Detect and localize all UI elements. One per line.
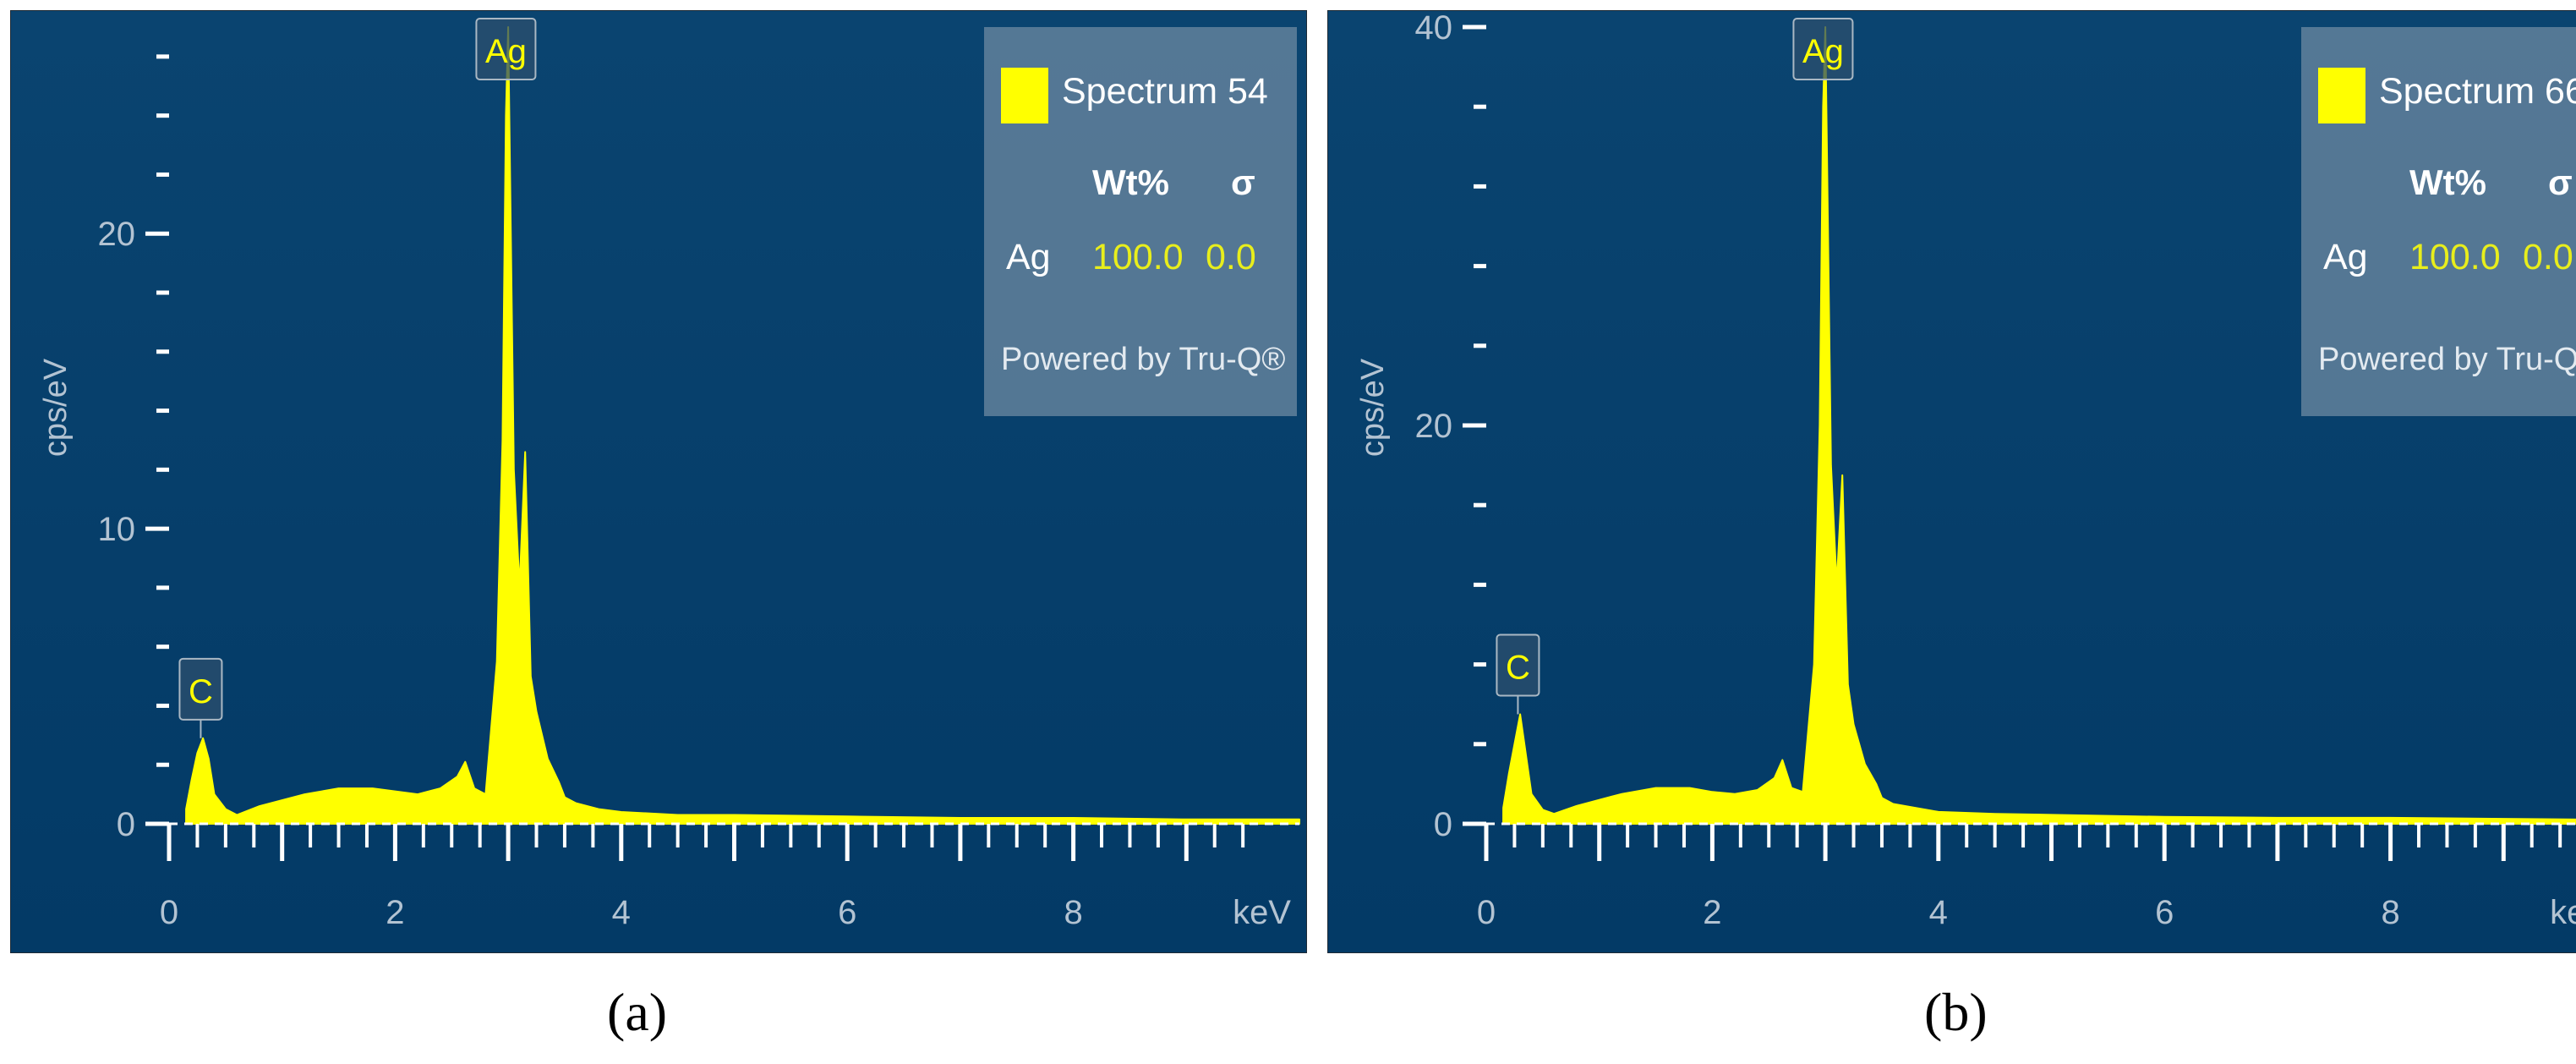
x-tick-label: 6 bbox=[2155, 894, 2174, 931]
x-tick-label: 4 bbox=[1929, 894, 1948, 931]
legend-header-sigma: σ bbox=[2548, 162, 2573, 202]
x-tick-label: 6 bbox=[838, 894, 856, 931]
peak-label: C bbox=[1506, 649, 1530, 686]
legend-footer: Powered by Tru-Q® bbox=[2318, 342, 2576, 377]
y-tick-label: 0 bbox=[117, 806, 135, 843]
y-tick-label: 40 bbox=[1415, 10, 1453, 47]
x-tick-label: 8 bbox=[2381, 894, 2399, 931]
caption-a: (a) bbox=[607, 982, 668, 1042]
caption-b: (b) bbox=[1924, 982, 1988, 1042]
legend-spectrum-name: Spectrum 54 bbox=[1062, 71, 1268, 112]
x-axis-label: keV bbox=[2550, 894, 2576, 931]
legend-swatch bbox=[1001, 68, 1048, 123]
y-axis-label: cps/eV bbox=[38, 358, 74, 457]
legend-header-wt: Wt% bbox=[2409, 162, 2486, 202]
peak-label-box bbox=[475, 18, 537, 80]
x-tick-label: 8 bbox=[1064, 894, 1082, 931]
legend-element: Ag bbox=[1006, 237, 1051, 277]
y-tick-label: 10 bbox=[98, 511, 136, 548]
legend-box: Spectrum 54 Wt% σ Ag 100.0 0.0 Powered b… bbox=[984, 27, 1297, 416]
legend-footer: Powered by Tru-Q® bbox=[1001, 342, 1286, 377]
legend-header-sigma: σ bbox=[1231, 162, 1255, 202]
legend-wt-value: 100.0 bbox=[2409, 237, 2501, 277]
spectrum-panel-b: 0 2 4 6 8 keV 0 20 40 cps/eV C Ag Spectrum 66 Wt% σ… bbox=[1327, 10, 2576, 953]
legend-box: Spectrum 66 Wt% σ Ag 100.0 0.0 Powered b… bbox=[2301, 27, 2576, 416]
y-tick-label: 0 bbox=[1434, 806, 1452, 843]
spectrum-area bbox=[1502, 26, 2576, 825]
legend-sigma-value: 0.0 bbox=[2523, 237, 2573, 277]
spectrum-area bbox=[185, 26, 1300, 825]
peak-label: Ag bbox=[1802, 33, 1844, 70]
x-tick-label: 2 bbox=[1703, 894, 1721, 931]
x-tick-label: 0 bbox=[160, 894, 178, 931]
y-tick-label: 20 bbox=[98, 216, 136, 253]
y-axis-label: cps/eV bbox=[1355, 358, 1391, 457]
peak-label: C bbox=[189, 673, 213, 710]
x-tick-label: 2 bbox=[386, 894, 404, 931]
legend-spectrum-name: Spectrum 66 bbox=[2379, 71, 2576, 112]
legend-wt-value: 100.0 bbox=[1092, 237, 1184, 277]
y-tick-label: 20 bbox=[1415, 408, 1453, 445]
peak-label-box bbox=[1792, 18, 1854, 80]
legend-swatch bbox=[2318, 68, 2365, 123]
legend-header-wt: Wt% bbox=[1092, 162, 1169, 202]
legend-sigma-value: 0.0 bbox=[1206, 237, 1256, 277]
peak-label: Ag bbox=[485, 33, 527, 70]
x-axis-label: keV bbox=[1233, 894, 1291, 931]
legend-element: Ag bbox=[2323, 237, 2368, 277]
spectrum-panel-a: 0 2 4 6 8 keV 0 10 20 cps/eV C Ag Spectrum 54 Wt% σ… bbox=[10, 10, 1307, 953]
x-tick-label: 0 bbox=[1477, 894, 1496, 931]
x-tick-label: 4 bbox=[612, 894, 631, 931]
